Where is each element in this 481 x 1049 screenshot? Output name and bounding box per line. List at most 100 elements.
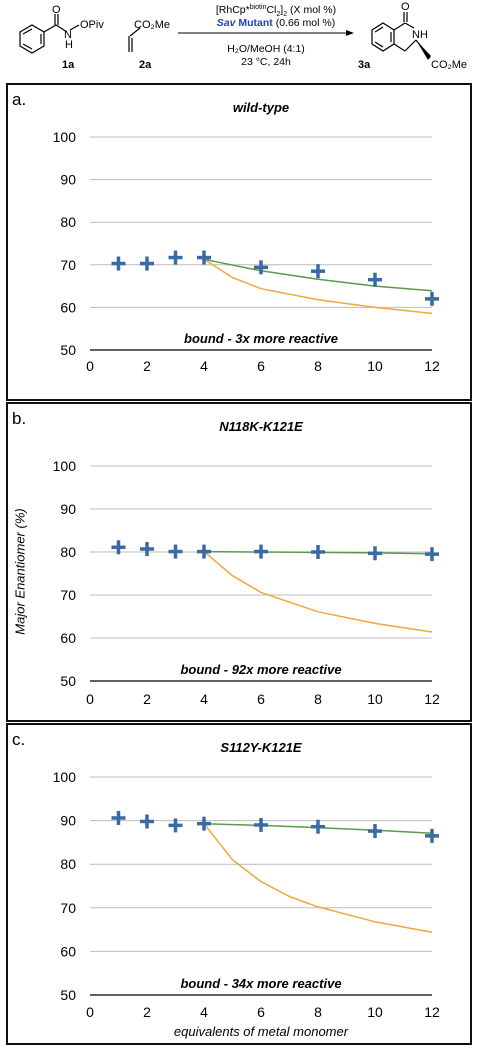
x-tick-label: 10 (367, 691, 383, 707)
x-tick-label: 0 (86, 691, 94, 707)
y-tick-label: 70 (60, 900, 76, 916)
bound-annotation: bound - 3x more reactive (184, 331, 338, 346)
y-tick-label: 60 (60, 299, 76, 315)
y-tick-label: 90 (60, 813, 76, 829)
x-tick-label: 0 (86, 358, 94, 374)
x-tick-label: 12 (424, 691, 440, 707)
fit-line-orange (203, 551, 433, 633)
x-tick-label: 2 (143, 1004, 151, 1020)
x-tick-label: 4 (200, 1004, 208, 1020)
catalyst-condition: [RhCp*biotinCl2]2 (X mol %) (216, 4, 336, 18)
product-3a-structure (371, 12, 431, 59)
data-point (425, 828, 439, 843)
data-point (368, 272, 382, 287)
chart-a-plot: a. wild-type 50 60 70 80 90 100 0 2 4 6 8 10 12 bound -… (12, 90, 440, 374)
y-tick-label: 50 (60, 342, 76, 358)
x-tick-label: 2 (143, 691, 151, 707)
y-tick-label: 80 (60, 856, 76, 872)
reactant-1a-n: N (64, 29, 72, 41)
y-tick-label: 50 (60, 987, 76, 1003)
data-point (311, 819, 325, 834)
reactant-1a-nh: H (65, 39, 73, 51)
chart-c-plot: c. S112Y-K121E 50 60 70 80 90 100 0 2 4 6 8 10 12 bound… (12, 730, 440, 1039)
y-tick-label: 60 (60, 630, 76, 646)
chart-panel-b: b. N118K-K121E 50 60 70 80 90 100 0 2 4 6 8 10 12 bound… (6, 402, 472, 722)
product-3a-co2me: CO₂Me (431, 59, 467, 71)
x-tick-label: 12 (424, 1004, 440, 1020)
data-point (140, 814, 154, 829)
y-axis-label: Major Enantiomer (%) (12, 508, 28, 635)
data-point (311, 545, 325, 559)
data-point (254, 544, 268, 559)
fit-line-green (203, 258, 433, 292)
reactant-1a-carbonyl-o: O (52, 4, 61, 16)
x-tick-label: 4 (200, 358, 208, 374)
chart-panel-c: c. S112Y-K121E 50 60 70 80 90 100 0 2 4 6 8 10 12 bound… (6, 723, 472, 1045)
data-point (140, 256, 154, 271)
bound-annotation: bound - 92x more reactive (180, 662, 341, 677)
y-tick-label: 90 (60, 172, 76, 188)
x-tick-label: 10 (367, 358, 383, 374)
reactant-2a-structure (128, 27, 141, 52)
x-tick-label: 6 (257, 1004, 265, 1020)
x-tick-label: 6 (257, 358, 265, 374)
panel-letter: a. (12, 90, 26, 109)
y-tick-label: 70 (60, 257, 76, 273)
reactant-2a-label: 2a (139, 59, 152, 71)
y-tick-label: 80 (60, 544, 76, 560)
data-point (197, 816, 211, 831)
temperature-condition: 23 °C, 24h (241, 56, 291, 68)
solvent-condition: H₂O/MeOH (4:1) (227, 43, 305, 55)
x-tick-label: 12 (424, 358, 440, 374)
x-tick-label: 8 (314, 358, 322, 374)
fit-line-orange (203, 258, 433, 315)
x-tick-label: 2 (143, 358, 151, 374)
y-tick-label: 100 (53, 458, 77, 474)
x-tick-label: 8 (314, 1004, 322, 1020)
product-3a-nh: NH (412, 29, 428, 41)
data-point (168, 818, 183, 833)
product-3a-wedge (416, 40, 431, 60)
data-point (140, 541, 154, 556)
reaction-arrowhead (346, 30, 354, 36)
x-tick-label: 8 (314, 691, 322, 707)
reactant-1a-label: 1a (62, 59, 75, 71)
x-tick-label: 6 (257, 691, 265, 707)
sav-mutant-condition: Sav Mutant (0.66 mol %) (217, 17, 335, 29)
y-tick-label: 90 (60, 501, 76, 517)
data-point (368, 546, 382, 561)
y-tick-label: 80 (60, 214, 76, 230)
data-point (425, 547, 439, 562)
data-point (311, 264, 325, 279)
data-point (168, 250, 183, 265)
x-tick-label: 4 (200, 691, 208, 707)
chart-title: S112Y-K121E (220, 740, 302, 755)
x-tick-label: 10 (367, 1004, 383, 1020)
reaction-scheme: O N H OPiv 1a CO₂Me 2a [RhCp*biotinCl2]2… (19, 1, 467, 71)
data-point (197, 544, 211, 559)
data-point (425, 291, 439, 306)
panel-letter: b. (12, 409, 26, 428)
data-point (111, 540, 126, 555)
panel-letter: c. (12, 730, 25, 749)
x-tick-label: 0 (86, 1004, 94, 1020)
y-tick-label: 60 (60, 943, 76, 959)
reactant-1a-structure (19, 14, 80, 54)
y-tick-label: 100 (53, 769, 77, 785)
y-tick-label: 50 (60, 673, 76, 689)
reactant-2a-co2me: CO₂Me (134, 19, 170, 31)
data-point (368, 824, 382, 839)
data-point (111, 810, 126, 825)
bound-annotation: bound - 34x more reactive (180, 976, 341, 991)
data-point (197, 250, 211, 265)
chart-title: N118K-K121E (219, 419, 303, 434)
chart-panel-a: a. wild-type 50 60 70 80 90 100 0 2 4 6 8 10 12 bound -… (6, 83, 472, 401)
data-point (111, 256, 126, 271)
chart-b-plot: b. N118K-K121E 50 60 70 80 90 100 0 2 4 6 8 10 12 bound… (12, 409, 440, 707)
x-axis-label: equivalents of metal monomer (174, 1024, 349, 1039)
y-tick-label: 70 (60, 587, 76, 603)
data-point (254, 260, 268, 275)
reactant-1a-opiv: OPiv (80, 19, 104, 31)
y-tick-label: 100 (53, 129, 77, 145)
data-point (254, 817, 268, 832)
